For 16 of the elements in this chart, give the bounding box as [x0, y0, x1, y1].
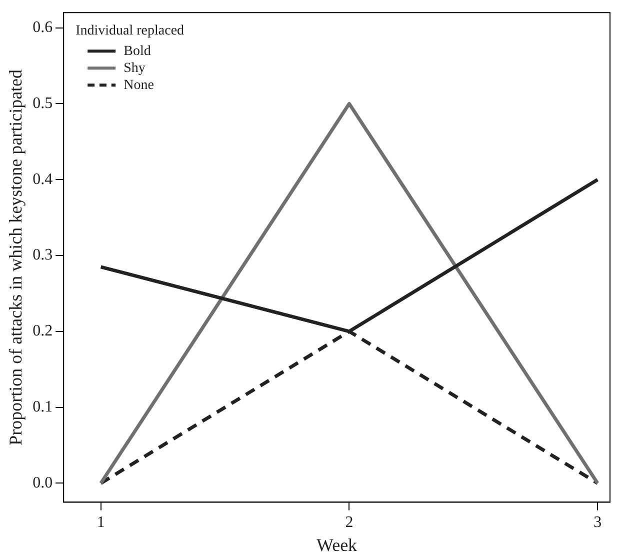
x-tick-label: 2	[345, 514, 354, 532]
y-tick-label: 0.2	[32, 322, 53, 340]
y-tick-label: 0.4	[32, 170, 53, 188]
legend-label: Shy	[124, 60, 146, 76]
legend-title: Individual replaced	[76, 23, 184, 38]
y-tick-label: 0.0	[32, 474, 53, 492]
legend-label: Bold	[124, 44, 151, 59]
x-tick-label: 3	[594, 514, 602, 532]
y-tick-label: 0.1	[32, 398, 53, 416]
y-tick-label: 0.5	[32, 94, 53, 112]
x-axis-title: Week	[316, 534, 358, 555]
y-axis-title: Proportion of attacks in which keystone participated	[6, 69, 26, 446]
x-tick-label: 1	[96, 514, 105, 532]
legend-label: None	[124, 78, 154, 93]
y-tick-label: 0.6	[32, 18, 53, 36]
y-tick-label: 0.3	[32, 246, 53, 264]
